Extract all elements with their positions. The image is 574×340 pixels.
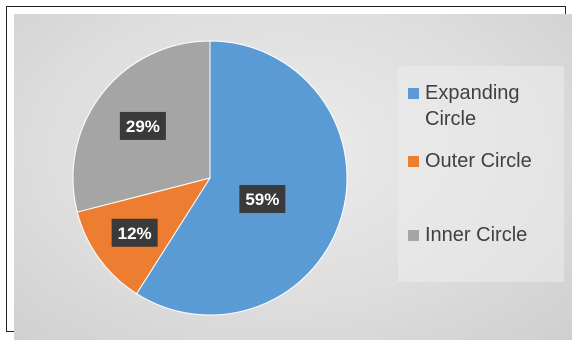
data-label-box-inner-circle xyxy=(119,111,166,140)
data-label-text-outer-circle: 12% xyxy=(118,224,152,243)
data-label-text-inner-circle: 29% xyxy=(126,117,160,136)
pie-slice-expanding-circle xyxy=(135,40,348,316)
legend-label-outer-circle: Outer Circle xyxy=(425,150,532,172)
data-label-inner-circle: 29% xyxy=(119,111,166,140)
legend-item-expanding-circle: Expanding Circle xyxy=(408,80,565,132)
pie-data-labels: 59% 12% 29% xyxy=(111,111,286,247)
legend-swatch-outer-circle xyxy=(408,156,419,167)
data-label-box-expanding-circle xyxy=(239,185,286,214)
legend-label-expanding-circle: Expanding Circle xyxy=(425,82,520,130)
pie-slices xyxy=(72,40,348,316)
legend-item-inner-circle: Inner Circle xyxy=(408,222,565,248)
legend-swatch-inner-circle xyxy=(408,230,419,241)
data-label-box-outer-circle xyxy=(111,218,158,247)
data-label-text-expanding-circle: 59% xyxy=(245,190,279,209)
legend: Expanding Circle Outer Circle Inner Circ… xyxy=(398,66,564,282)
legend-swatch-expanding-circle xyxy=(408,88,419,99)
data-label-outer-circle: 12% xyxy=(111,218,158,247)
data-label-expanding-circle: 59% xyxy=(239,185,286,214)
legend-label-inner-circle: Inner Circle xyxy=(425,224,528,246)
legend-item-outer-circle: Outer Circle xyxy=(408,148,565,174)
